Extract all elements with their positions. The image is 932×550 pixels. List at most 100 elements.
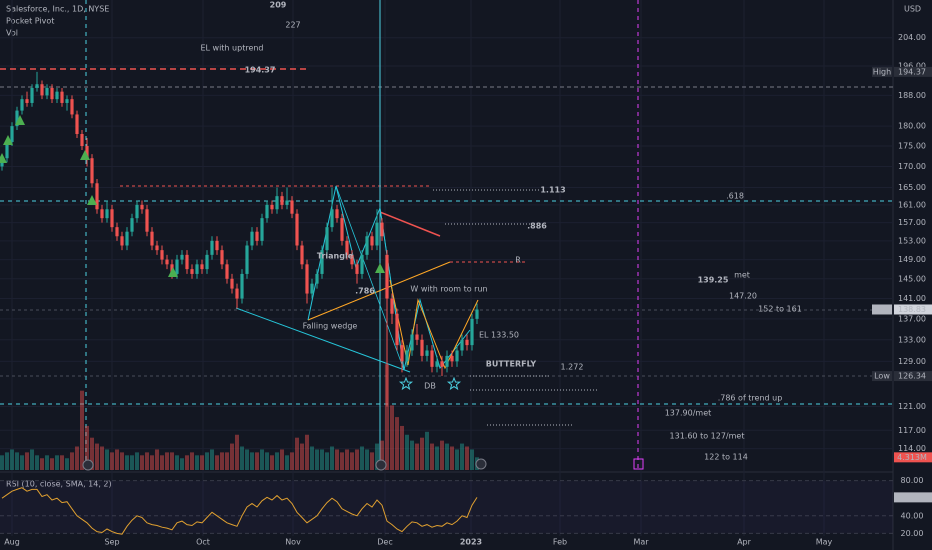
candle-body bbox=[440, 361, 444, 367]
volume-bar bbox=[370, 452, 374, 470]
candle-body bbox=[40, 84, 44, 96]
volume-bar bbox=[85, 425, 89, 470]
candle-body bbox=[385, 254, 389, 299]
volume-bar bbox=[445, 443, 449, 470]
price-marker-box bbox=[894, 371, 932, 382]
volume-bar bbox=[405, 434, 409, 470]
signal-arrow bbox=[15, 115, 25, 125]
candle-body bbox=[335, 209, 339, 219]
y-tick-label: 149.00 bbox=[898, 255, 926, 264]
volume-bar bbox=[235, 434, 239, 470]
candle-body bbox=[165, 259, 169, 265]
annotation: 209 bbox=[270, 1, 287, 10]
rsi-tick-label: 20.00 bbox=[901, 529, 924, 538]
candle-body bbox=[250, 231, 254, 246]
volume-bar bbox=[150, 455, 154, 470]
volume-bar bbox=[280, 449, 284, 470]
event-icon bbox=[375, 459, 387, 471]
volume-bar bbox=[60, 455, 64, 470]
volume-bar bbox=[310, 446, 314, 470]
candle-body bbox=[285, 200, 289, 205]
annotation: met bbox=[734, 271, 750, 280]
volume-bar bbox=[330, 446, 334, 470]
annotation: R bbox=[515, 256, 521, 265]
volume-bar bbox=[115, 449, 119, 470]
volume-bar bbox=[425, 431, 429, 470]
volume-bar bbox=[430, 443, 434, 470]
price-marker-value: 126.34 bbox=[898, 372, 926, 381]
volume-bar bbox=[50, 458, 54, 470]
rsi-line bbox=[1, 487, 478, 535]
candle-body bbox=[410, 334, 414, 351]
annotation: .886 bbox=[527, 222, 547, 231]
volume-bar bbox=[470, 449, 474, 470]
volume-bar bbox=[410, 440, 414, 470]
volume-bar bbox=[300, 443, 304, 470]
candle-body bbox=[200, 264, 204, 270]
indicator-label: Pocket Pivot bbox=[6, 17, 54, 26]
volume-bar bbox=[5, 452, 9, 470]
candle-body bbox=[430, 350, 434, 367]
candle-body bbox=[125, 231, 129, 246]
candle-body bbox=[60, 91, 64, 103]
candle-body bbox=[345, 240, 349, 255]
price-marker-label: Low bbox=[874, 372, 890, 381]
volume-bar bbox=[385, 364, 389, 470]
volume-bar bbox=[20, 455, 24, 470]
candle-body bbox=[140, 204, 144, 210]
volume-bar bbox=[155, 449, 159, 470]
currency-label: USD bbox=[904, 5, 921, 14]
candle-body bbox=[195, 264, 199, 274]
y-tick-label: 204.00 bbox=[898, 33, 926, 42]
volume-bar bbox=[265, 452, 269, 470]
volume-bar bbox=[0, 455, 4, 470]
annotation: 137.90/met bbox=[665, 409, 712, 418]
annotation: Triangle bbox=[317, 252, 354, 261]
annotation: BUTTERFLY bbox=[486, 360, 537, 369]
candle-body bbox=[215, 240, 219, 251]
candle-body bbox=[400, 345, 404, 362]
signal-arrow bbox=[3, 135, 13, 145]
annotation: .786 bbox=[355, 287, 375, 296]
volume-bar bbox=[325, 452, 329, 470]
x-tick-label: May bbox=[816, 538, 833, 547]
price-marker-box bbox=[872, 66, 892, 77]
annotation: 194.37 bbox=[245, 66, 276, 75]
volume-bar bbox=[110, 452, 114, 470]
volume-bar bbox=[345, 449, 349, 470]
candle-body bbox=[235, 288, 239, 299]
candle-body bbox=[180, 254, 184, 260]
candle-body bbox=[55, 91, 59, 100]
y-tick-label: 188.00 bbox=[898, 91, 926, 100]
annotation: EL with uptrend bbox=[200, 44, 263, 53]
volume-bar bbox=[455, 449, 459, 470]
volume-bar bbox=[120, 452, 124, 470]
volume-bar bbox=[255, 452, 259, 470]
volume-bar bbox=[215, 455, 219, 470]
price-marker-label: CRM bbox=[873, 305, 891, 314]
volume-bar bbox=[80, 390, 84, 470]
candle-body bbox=[100, 209, 104, 219]
w-line bbox=[389, 279, 479, 370]
volume-bar bbox=[10, 449, 14, 470]
candle-body bbox=[110, 209, 114, 228]
candle-body bbox=[20, 99, 24, 111]
candle-body bbox=[475, 309, 479, 319]
x-tick-label: Dec bbox=[377, 538, 392, 547]
candle-body bbox=[115, 227, 119, 237]
candle-body bbox=[390, 298, 394, 314]
volume-bar bbox=[70, 452, 74, 470]
volume-bar bbox=[320, 449, 324, 470]
candle-body bbox=[75, 114, 79, 135]
volume-bar bbox=[250, 452, 254, 470]
price-marker-box bbox=[872, 304, 892, 315]
volume-bar bbox=[25, 452, 29, 470]
volume-bar bbox=[145, 452, 149, 470]
volume-bar bbox=[230, 443, 234, 470]
volume-bar bbox=[395, 417, 399, 470]
volume-bar bbox=[210, 449, 214, 470]
candle-body bbox=[80, 134, 84, 147]
candle-body bbox=[15, 110, 19, 127]
candle-body bbox=[225, 264, 229, 279]
candle-body bbox=[70, 99, 74, 115]
